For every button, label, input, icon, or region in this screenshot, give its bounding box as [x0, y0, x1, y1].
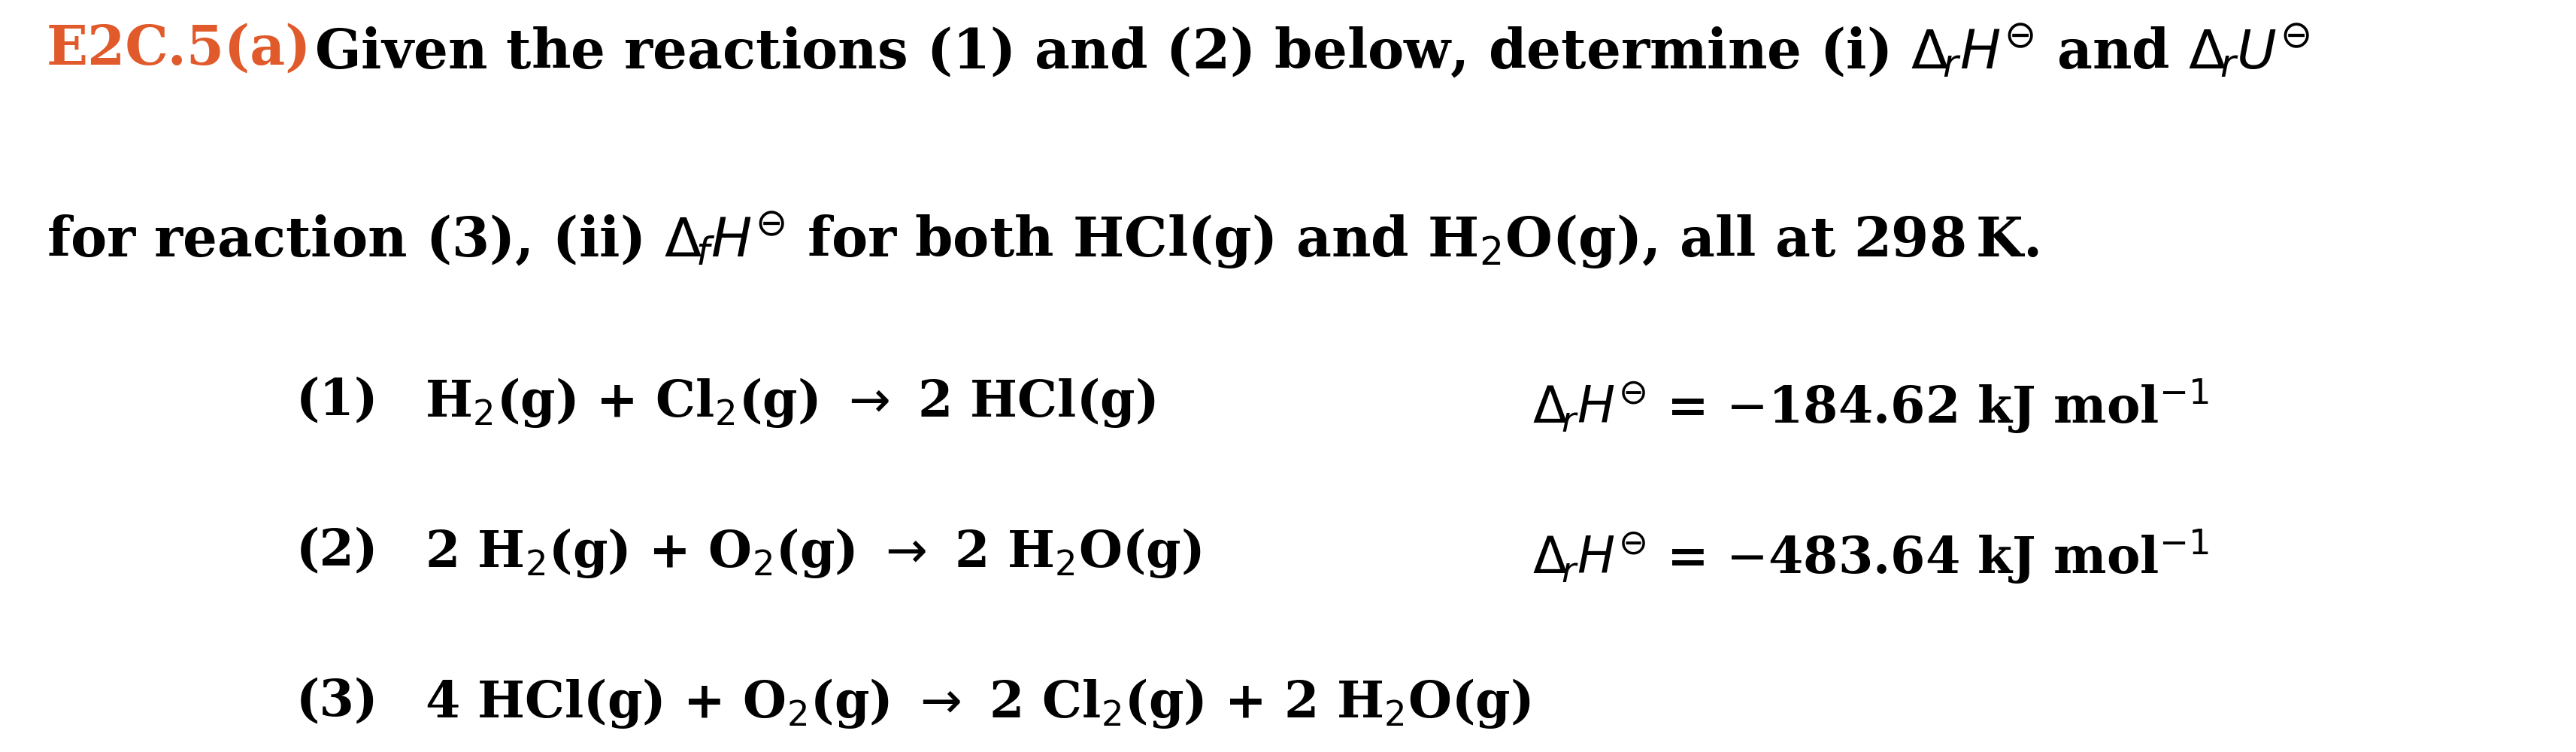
- Text: (3): (3): [296, 677, 379, 726]
- Text: 4 HCl(g) + O$_2$(g) $\rightarrow$ 2 Cl$_2$(g) + 2 H$_2$O(g): 4 HCl(g) + O$_2$(g) $\rightarrow$ 2 Cl$_…: [425, 677, 1530, 730]
- Text: (2): (2): [296, 526, 379, 575]
- Text: (1): (1): [296, 376, 379, 425]
- Text: E2C.5(a): E2C.5(a): [46, 23, 312, 76]
- Text: H$_2$(g) + Cl$_2$(g) $\rightarrow$ 2 HCl(g): H$_2$(g) + Cl$_2$(g) $\rightarrow$ 2 HCl…: [425, 376, 1157, 429]
- Text: $\Delta_{\!r}H^{\ominus}$ = $-$184.62 kJ mol$^{-1}$: $\Delta_{\!r}H^{\ominus}$ = $-$184.62 kJ…: [1533, 376, 2210, 435]
- Text: Given the reactions (1) and (2) below, determine (i) $\Delta_{\!r}H^{\ominus}$ a: Given the reactions (1) and (2) below, d…: [314, 23, 2311, 80]
- Text: for reaction (3), (ii) $\Delta_{\!f}H^{\ominus}$ for both HCl(g) and H$_2$O(g), : for reaction (3), (ii) $\Delta_{\!f}H^{\…: [46, 211, 2038, 271]
- Text: $\Delta_{\!r}H^{\ominus}$ = $-$483.64 kJ mol$^{-1}$: $\Delta_{\!r}H^{\ominus}$ = $-$483.64 kJ…: [1533, 526, 2210, 586]
- Text: 2 H$_2$(g) + O$_2$(g) $\rightarrow$ 2 H$_2$O(g): 2 H$_2$(g) + O$_2$(g) $\rightarrow$ 2 H$…: [425, 526, 1200, 580]
